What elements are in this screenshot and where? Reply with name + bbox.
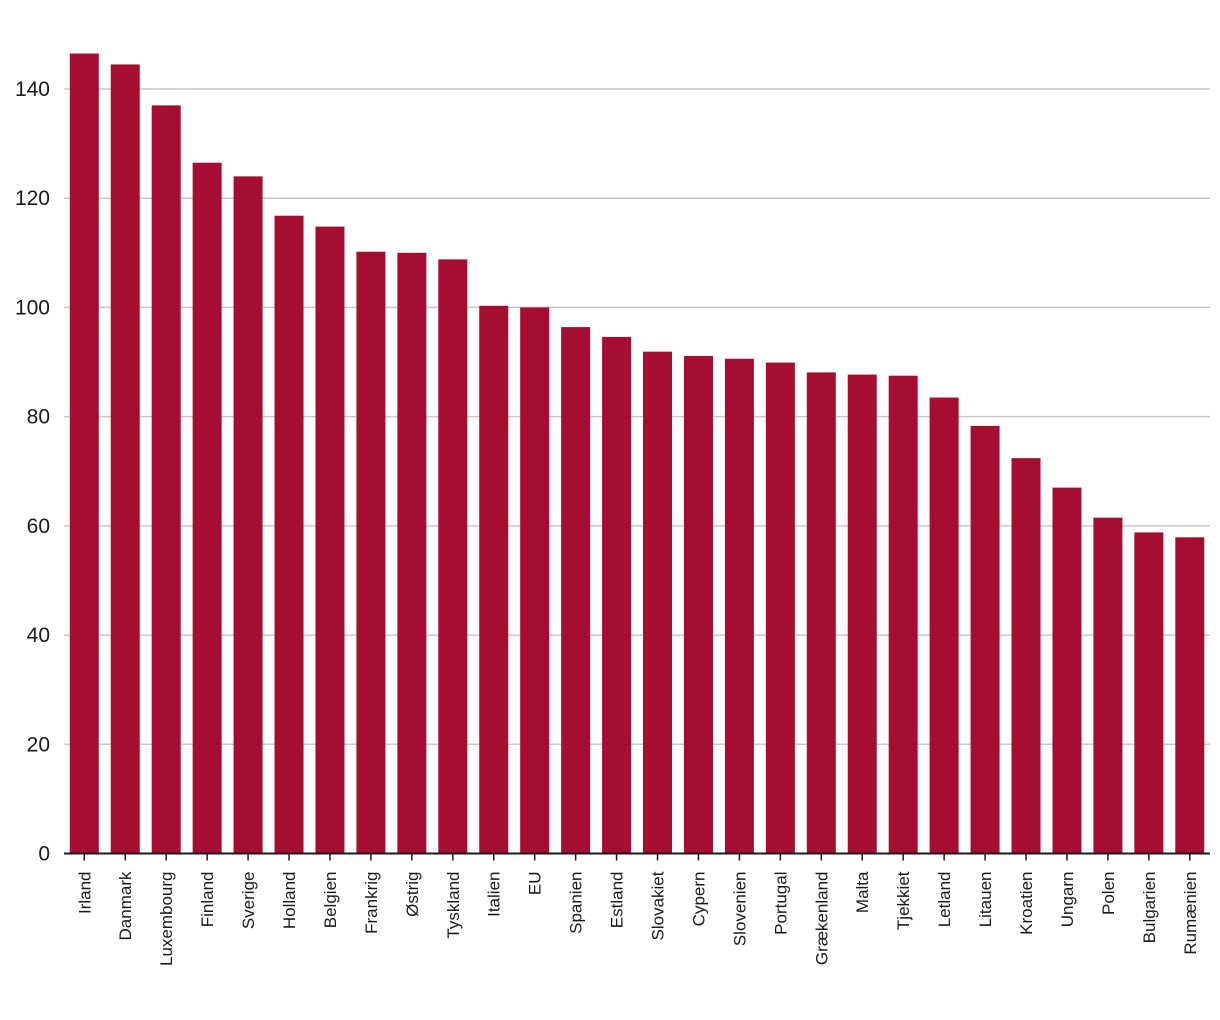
bar-slovenien bbox=[724, 358, 754, 854]
bar-finland bbox=[192, 162, 222, 854]
bar-grækenland bbox=[806, 372, 836, 854]
bar-tyskland bbox=[438, 259, 468, 854]
bar-portugal bbox=[765, 362, 795, 854]
bar-danmark bbox=[110, 64, 140, 854]
x-tick-label: Finland bbox=[198, 872, 217, 928]
x-tick-label: Tjekkiet bbox=[894, 871, 913, 930]
bar-ungarn bbox=[1052, 487, 1082, 854]
bar-litauen bbox=[970, 425, 1000, 854]
x-tick-label: Litauen bbox=[976, 872, 995, 928]
bars bbox=[69, 53, 1205, 854]
x-tick-label: Grækenland bbox=[812, 872, 831, 966]
bar-belgien bbox=[315, 226, 345, 854]
y-tick-label: 80 bbox=[27, 406, 50, 429]
x-tick-label: Danmark bbox=[116, 871, 135, 940]
bar-frankrig bbox=[356, 251, 386, 854]
y-tick-label: 120 bbox=[15, 187, 50, 210]
bar-estland bbox=[602, 336, 632, 854]
bar-kroatien bbox=[1011, 458, 1041, 854]
x-tick-label: Estland bbox=[608, 872, 627, 929]
x-tick-label: Luxembourg bbox=[157, 872, 176, 967]
bar-spanien bbox=[561, 327, 591, 854]
x-tick-label: Italien bbox=[485, 872, 504, 917]
bar-polen bbox=[1093, 517, 1123, 854]
y-tick-label: 40 bbox=[27, 624, 50, 647]
bar-rumænien bbox=[1175, 537, 1205, 854]
x-tick-label: Irland bbox=[75, 872, 94, 915]
bar-bulgarien bbox=[1134, 532, 1164, 854]
bar-holland bbox=[274, 215, 304, 854]
bar-irland bbox=[69, 53, 99, 854]
x-tick-label: Rumænien bbox=[1181, 872, 1200, 955]
bar-tjekkiet bbox=[888, 375, 918, 854]
y-tick-label: 60 bbox=[27, 515, 50, 538]
x-tick-label: Letland bbox=[935, 872, 954, 928]
axes bbox=[64, 852, 1210, 861]
x-tick-label: Kroatien bbox=[1017, 872, 1036, 935]
bar-luxembourg bbox=[151, 105, 181, 854]
y-tick-label: 0 bbox=[38, 843, 50, 866]
x-tick-label: Slovakiet bbox=[649, 871, 668, 940]
y-tick-label: 100 bbox=[15, 296, 50, 319]
y-tick-label: 20 bbox=[27, 733, 50, 756]
x-tick-label: Polen bbox=[1099, 872, 1118, 915]
bar-italien bbox=[479, 305, 509, 854]
bar-letland bbox=[929, 397, 959, 854]
x-tick-label: EU bbox=[526, 872, 545, 896]
tick-labels: 0 20 40 60 80 100 120 140 Irland Danmark Luxembour… bbox=[15, 78, 1200, 966]
x-tick-label: Bulgarien bbox=[1140, 872, 1159, 944]
x-tick-label: Frankrig bbox=[362, 872, 381, 934]
x-tick-label: Østrig bbox=[403, 872, 422, 917]
x-tick-label: Holland bbox=[280, 872, 299, 930]
x-tick-label: Tyskland bbox=[444, 872, 463, 939]
bar-eu bbox=[520, 307, 550, 854]
bar-malta bbox=[847, 374, 877, 854]
x-tick-label: Slovenien bbox=[730, 872, 749, 947]
x-tick-label: Malta bbox=[853, 871, 872, 913]
x-tick-label: Belgien bbox=[321, 872, 340, 929]
x-tick-label: Portugal bbox=[771, 872, 790, 935]
bar-sverige bbox=[233, 176, 263, 854]
x-tick-label: Ungarn bbox=[1058, 872, 1077, 928]
bar-østrig bbox=[397, 252, 427, 854]
y-tick-label: 140 bbox=[15, 78, 50, 101]
x-tick-label: Spanien bbox=[567, 872, 586, 934]
x-tick-label: Sverige bbox=[239, 872, 258, 930]
bar-cypern bbox=[683, 356, 713, 854]
bar-slovakiet bbox=[643, 351, 673, 854]
x-tick-label: Cypern bbox=[689, 872, 708, 927]
